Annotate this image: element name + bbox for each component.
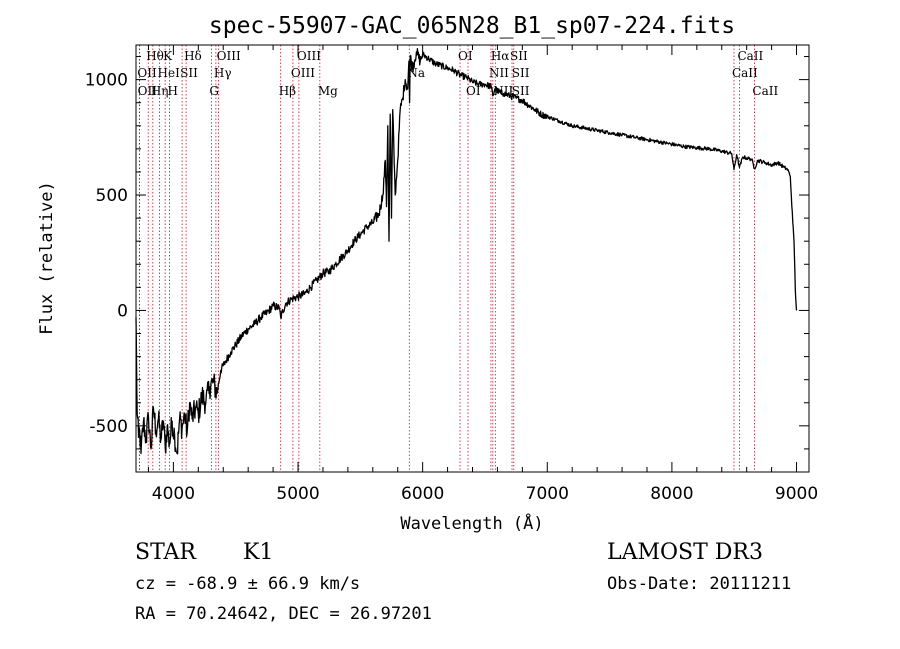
line-marker-label: H <box>168 84 178 98</box>
line-marker-label: CaII <box>737 49 763 63</box>
line-marker-label: Hθ <box>146 49 164 63</box>
line-marker-label: OII <box>138 84 158 98</box>
x-tick-label: 4000 <box>152 484 195 504</box>
x-tick-label: 7000 <box>526 484 569 504</box>
x-tick-label: 8000 <box>650 484 693 504</box>
coordinates-text: RA = 70.24642, DEC = 26.97201 <box>135 604 432 624</box>
line-marker-label: G <box>209 84 219 98</box>
line-marker-label: Hδ <box>184 49 202 63</box>
obs-date-text: Obs-Date: 20111211 <box>607 574 792 594</box>
line-marker-label: NII <box>489 66 509 80</box>
y-tick-label: 500 <box>96 186 128 206</box>
y-tick-label: 1000 <box>85 71 128 91</box>
x-axis-label: Wavelength (Å) <box>400 512 543 534</box>
plot-frame <box>135 44 810 473</box>
line-marker-label: SII <box>512 84 530 98</box>
line-marker-label: Hγ <box>214 66 232 80</box>
x-tick-label: 9000 <box>775 484 818 504</box>
line-marker-label: HeI <box>158 66 181 80</box>
line-marker-label: K <box>163 49 173 63</box>
object-subclass: K1 <box>243 540 274 565</box>
line-marker-label: OII <box>137 66 157 80</box>
y-tick-label: -500 <box>89 417 128 437</box>
y-axis-label: Flux (relative) <box>37 181 57 335</box>
object-class: STAR <box>135 540 196 565</box>
x-tick-label: 5000 <box>276 484 319 504</box>
line-marker-label: OIII <box>291 66 315 80</box>
line-marker-label: SII <box>510 49 528 63</box>
line-marker-label: SII <box>180 66 198 80</box>
chart-title: spec-55907-GAC_065N28_B1_sp07-224.fits <box>209 13 735 39</box>
line-marker-label: OI <box>458 49 473 63</box>
x-axis: 4000 5000 6000 7000 8000 9000 <box>147 45 818 504</box>
line-marker-label: CaII <box>752 84 778 98</box>
line-marker-label: OI <box>466 84 481 98</box>
line-marker-label: SII <box>512 66 530 80</box>
line-marker-label: Hα <box>491 49 510 63</box>
y-tick-label: 0 <box>117 301 128 321</box>
y-axis: -500 0 500 1000 <box>85 56 809 450</box>
line-marker-label: CaII <box>732 66 758 80</box>
flux-series-line <box>135 48 798 455</box>
line-marker-label: OIII <box>217 49 241 63</box>
survey-name: LAMOST DR3 <box>607 540 763 565</box>
x-tick-label: 6000 <box>401 484 444 504</box>
line-marker-label: Hβ <box>279 84 296 98</box>
line-marker-label: Mg <box>318 84 338 98</box>
line-marker-label: OIII <box>297 49 321 63</box>
redshift-text: cz = -68.9 ± 66.9 km/s <box>135 574 361 594</box>
